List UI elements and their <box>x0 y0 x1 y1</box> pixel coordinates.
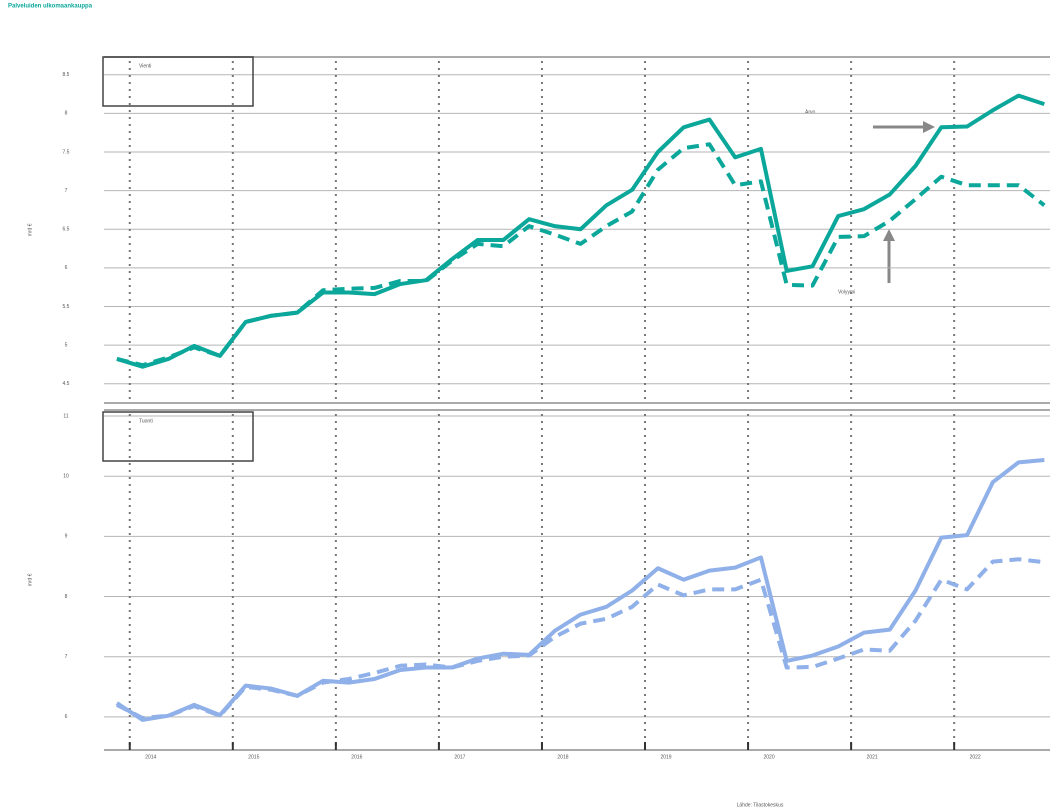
source: Lähde: Tilastokeskus <box>737 802 784 808</box>
y-tick-label: 5 <box>65 342 68 348</box>
series-line <box>115 557 1045 721</box>
y-tick-label: 6 <box>65 714 68 720</box>
y-tick-label: 6.5 <box>63 227 70 233</box>
y-tick-label: 10 <box>63 474 69 480</box>
y-tick-label: 4.5 <box>63 381 70 387</box>
y-tick-label: 8 <box>65 111 68 117</box>
y-tick-label: 11 <box>63 413 68 419</box>
x-tick-label: 2019 <box>660 754 671 760</box>
x-tick-label: 2014 <box>145 754 156 760</box>
legend-title: Tuonti <box>139 418 153 424</box>
y-tick-label: 6 <box>65 265 68 271</box>
y-tick-label: 7.5 <box>63 149 70 155</box>
chart-title: Palveluiden ulkomaankauppa <box>8 4 93 10</box>
y-tick-label: 7 <box>65 654 68 660</box>
panel: 6 7 8 9 10 11 2014 2015 2016 2017 2018 2019 2020 2021… <box>27 409 1050 760</box>
x-tick-label: 2017 <box>454 754 465 760</box>
legend-box <box>102 411 254 462</box>
x-tick-label: 2015 <box>248 754 259 760</box>
annotation: Arvo <box>805 109 816 115</box>
y-axis-label: mrd € <box>27 223 33 236</box>
series-line <box>116 93 1045 369</box>
legend-title: Vienti <box>139 63 151 69</box>
x-tick-label: 2021 <box>867 754 878 760</box>
x-tick-label: 2022 <box>970 754 981 760</box>
y-axis-label: mrd € <box>27 573 33 586</box>
series-line <box>115 457 1045 722</box>
y-tick-label: 8 <box>65 594 68 600</box>
y-tick-label: 7 <box>65 188 68 194</box>
x-tick-label: 2020 <box>764 754 775 760</box>
series-line <box>116 142 1046 368</box>
y-tick-label: 9 <box>65 534 68 540</box>
x-tick-label: 2016 <box>351 754 362 760</box>
legend-box <box>102 56 254 107</box>
annotation: Volyymi <box>838 289 855 295</box>
x-tick-label: 2018 <box>557 754 568 760</box>
y-tick-label: 8.5 <box>63 72 70 78</box>
y-tick-label: 5.5 <box>63 304 70 310</box>
